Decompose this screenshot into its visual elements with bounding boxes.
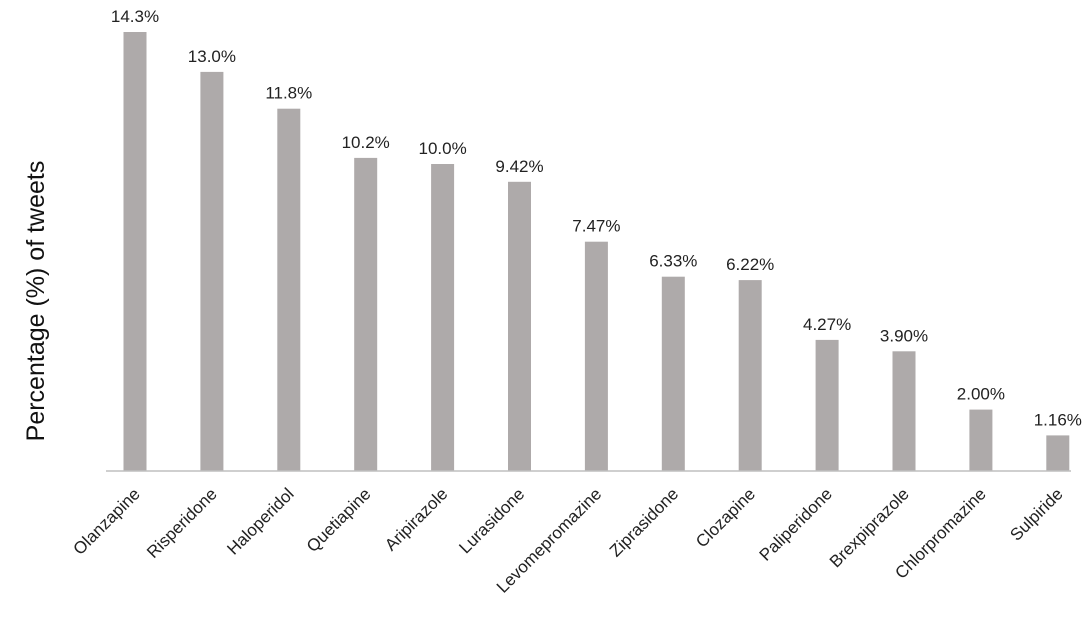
x-tick-label-sulpiride: Sulpiride bbox=[1006, 484, 1066, 544]
value-label-olanzapine: 14.3% bbox=[111, 7, 159, 26]
value-label-chlorpromazine: 2.00% bbox=[957, 385, 1005, 404]
x-tick-label-risperidone: Risperidone bbox=[143, 484, 221, 562]
value-label-sulpiride: 1.16% bbox=[1034, 410, 1082, 429]
value-label-haloperidol: 11.8% bbox=[265, 84, 312, 103]
value-labels-group: 14.3% 13.0% 11.8% 10.2% 10.0% 9.42% 7.47% 6.33%… bbox=[111, 7, 1082, 429]
value-label-paliperidone: 4.27% bbox=[803, 315, 851, 334]
y-axis-title: Percentage (%) of tweets bbox=[22, 161, 50, 442]
x-tick-label-paliperidone: Paliperidone bbox=[756, 484, 836, 564]
bar-clozapine bbox=[738, 280, 762, 471]
x-tick-label-haloperidol: Haloperidol bbox=[223, 484, 297, 558]
tick-labels-group: Olanzapine Risperidone Haloperidol Quetiapi… bbox=[70, 484, 1067, 596]
bar-lurasidone bbox=[508, 181, 531, 472]
x-tick-label-quetiapine: Quetiapine bbox=[303, 484, 375, 556]
bar-aripirazole bbox=[431, 164, 455, 471]
bar-haloperidol bbox=[277, 108, 301, 471]
bar-chlorpromazine bbox=[969, 409, 993, 471]
bar-ziprasidone bbox=[661, 276, 685, 471]
bar-olanzapine bbox=[123, 32, 147, 471]
value-label-brexpiprazole: 3.90% bbox=[880, 326, 928, 345]
bar-risperidone bbox=[200, 71, 224, 472]
value-label-lurasidone: 9.42% bbox=[495, 157, 543, 176]
value-label-ziprasidone: 6.33% bbox=[649, 252, 697, 271]
bar-brexpiprazole bbox=[892, 351, 916, 471]
bars-group bbox=[123, 32, 1070, 472]
bar-sulpiride bbox=[1046, 435, 1070, 471]
x-tick-label-lurasidone: Lurasidone bbox=[455, 484, 528, 557]
value-label-aripirazole: 10.0% bbox=[418, 139, 466, 158]
x-tick-label-aripirazole: Aripirazole bbox=[381, 484, 451, 554]
x-tick-label-brexpiprazole: Brexpiprazole bbox=[826, 484, 913, 571]
x-tick-label-olanzapine: Olanzapine bbox=[70, 484, 144, 558]
x-tick-label-ziprasidone: Ziprasidone bbox=[606, 484, 682, 560]
value-label-risperidone: 13.0% bbox=[188, 47, 236, 66]
bar-levomepromazine bbox=[584, 241, 608, 471]
bar-quetiapine bbox=[354, 157, 378, 471]
bar-paliperidone bbox=[815, 339, 839, 471]
value-label-clozapine: 6.22% bbox=[726, 255, 774, 274]
value-label-levomepromazine: 7.47% bbox=[572, 217, 620, 236]
value-label-quetiapine: 10.2% bbox=[342, 133, 390, 152]
x-tick-label-clozapine: Clozapine bbox=[692, 484, 759, 551]
